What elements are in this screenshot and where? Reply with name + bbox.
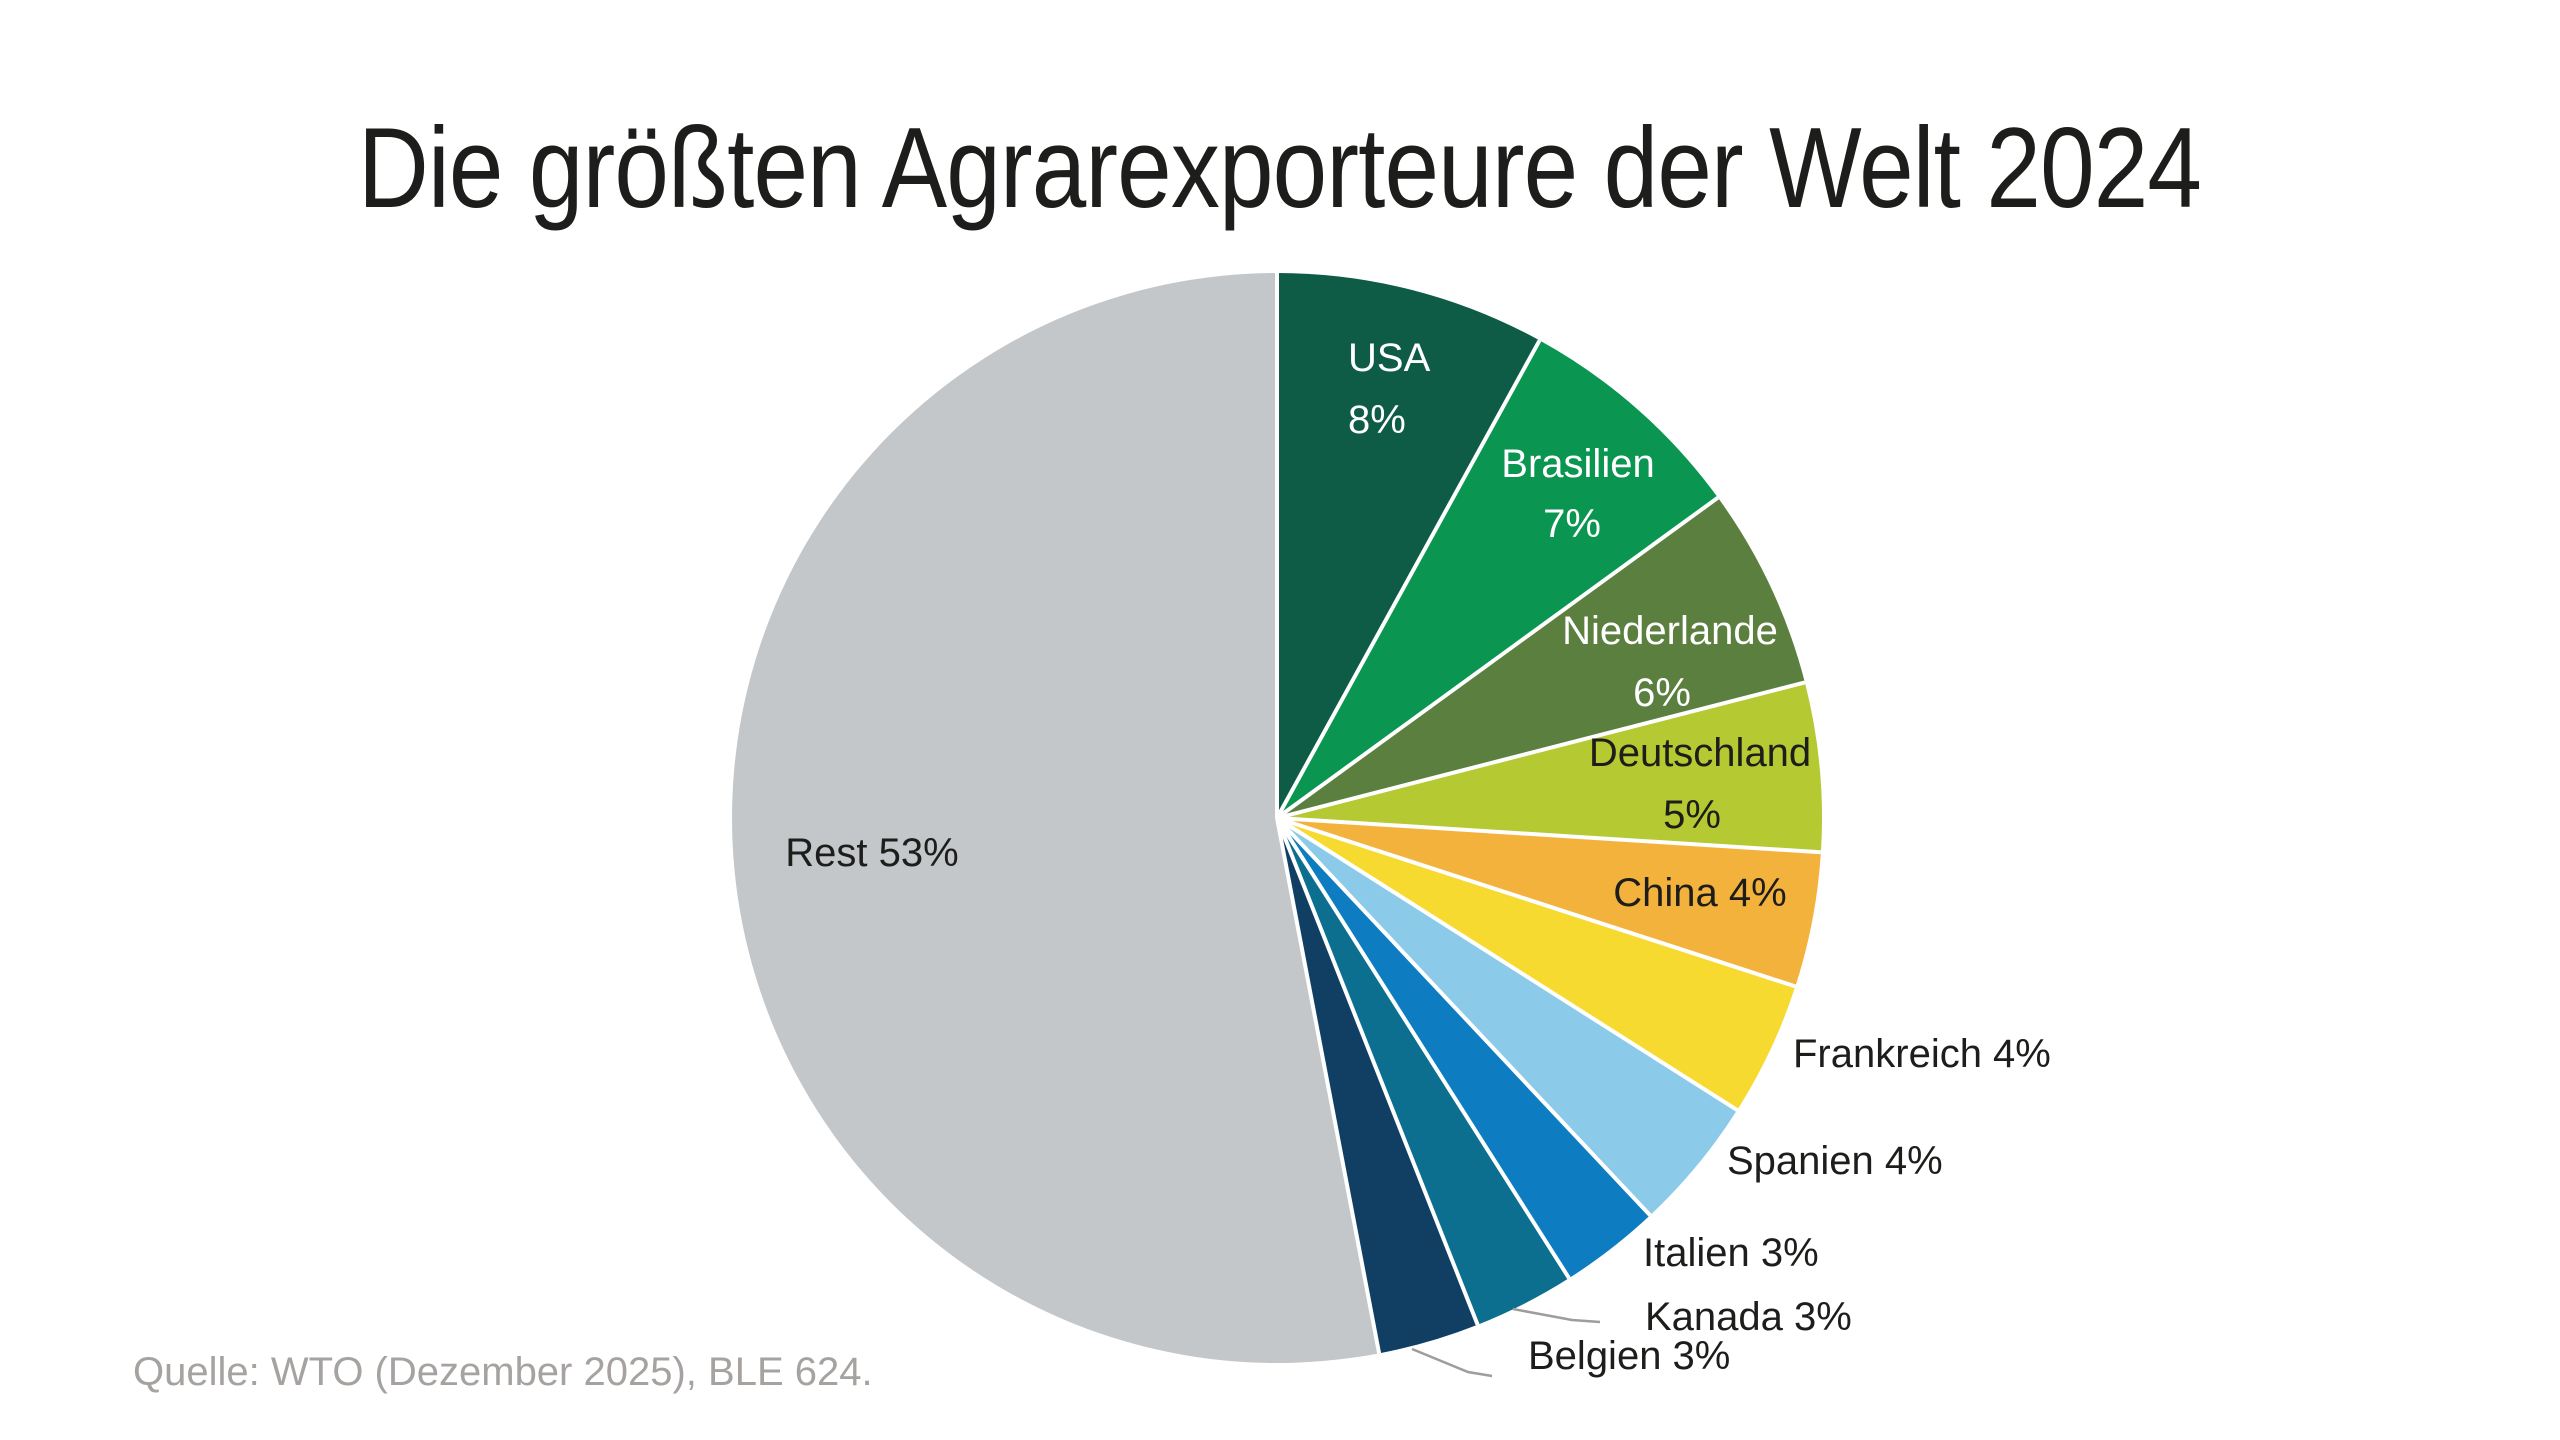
pie-slice-kanada	[1277, 818, 1570, 1325]
segment-label-usa: 8%	[1348, 398, 1406, 442]
pie-slice-belgien	[1277, 818, 1478, 1354]
segment-label-belgien: Belgien 3%	[1528, 1334, 1730, 1378]
pie-slice-brasilien	[1277, 340, 1718, 818]
segment-label-deutschland: Deutschland	[1589, 731, 1811, 775]
segment-label-frankreich: Frankreich 4%	[1793, 1032, 2051, 1076]
segment-label-deutschland: 5%	[1663, 793, 1721, 837]
leader-line-belgien	[1411, 1347, 1493, 1378]
segment-label-brasilien: 7%	[1543, 502, 1601, 546]
slice-separator	[1275, 816, 1739, 1112]
slice-separator	[1275, 816, 1652, 1217]
chart-title-text: Die größten Agrarexporteure der Welt 202…	[358, 105, 2202, 232]
pie-slice-rest	[732, 273, 1380, 1363]
slice-separator	[1276, 816, 1822, 855]
segment-label-china: China 4%	[1613, 871, 1786, 915]
pie-slices	[732, 273, 1822, 1363]
slice-separator	[1275, 339, 1542, 819]
leader-line-kanada	[1512, 1307, 1601, 1324]
slice-separator	[1276, 680, 1806, 820]
leader-lines	[1411, 1307, 1601, 1378]
pie-slice-deutschland	[1277, 682, 1822, 853]
pie-slice-spanien	[1277, 818, 1738, 1216]
slice-separator	[1275, 816, 1571, 1280]
slice-labels: USA 8% Brasilien 7% Niederlande 6% Deutschland…	[785, 336, 2051, 1378]
slice-separator	[1275, 817, 1382, 1354]
segment-label-italien: Italien 3%	[1643, 1231, 1819, 1275]
segment-label-spanien: Spanien 4%	[1727, 1139, 1943, 1183]
slice-separators	[1275, 273, 1822, 1354]
segment-label-niederlande: Niederlande	[1562, 609, 1778, 653]
segment-label-kanada: Kanada 3%	[1645, 1295, 1852, 1339]
segment-label-rest: Rest 53%	[785, 831, 958, 875]
pie-slice-frankreich	[1277, 818, 1796, 1111]
slice-separator	[1275, 817, 1480, 1326]
pie-slice-niederlande	[1277, 497, 1805, 818]
pie-slice-usa	[1277, 273, 1540, 818]
segment-label-usa: USA	[1348, 336, 1431, 380]
slice-separator	[1275, 496, 1720, 820]
pie-slice-italien	[1277, 818, 1651, 1279]
segment-label-brasilien: Brasilien	[1501, 442, 1654, 486]
segment-label-niederlande: 6%	[1633, 671, 1691, 715]
slice-separator	[1276, 816, 1796, 989]
source-note: Quelle: WTO (Dezember 2025), BLE 624.	[133, 1350, 873, 1394]
chart-title: Die größten Agrarexporteure der Welt 202…	[0, 112, 2560, 226]
